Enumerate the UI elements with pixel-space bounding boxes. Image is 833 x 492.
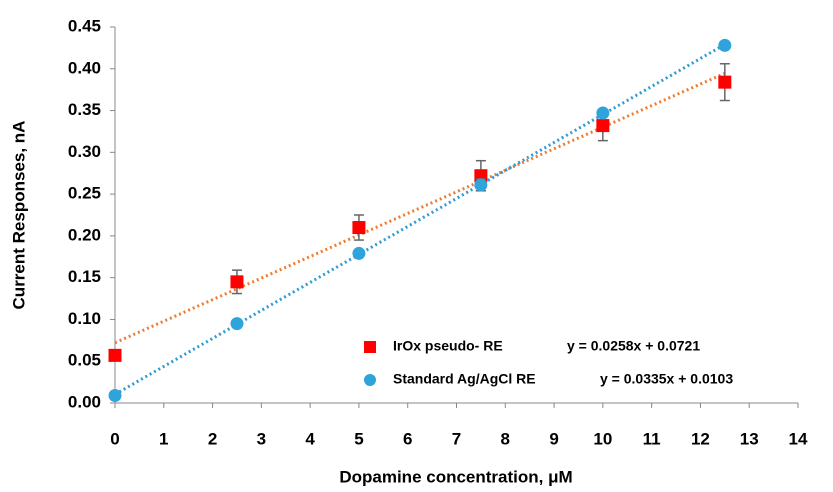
y-tick-label: 0.05: [68, 351, 101, 370]
legend-label: IrOx pseudo- RE: [393, 338, 503, 354]
trendline-equation: y = 0.0335x + 0.0103: [600, 371, 733, 387]
x-tick-label: 12: [691, 429, 710, 448]
marker: [352, 221, 366, 235]
trendline-equation: y = 0.0258x + 0.0721: [567, 338, 700, 354]
x-tick-label: 8: [501, 429, 510, 448]
trendline: [114, 43, 726, 396]
y-tick-label: 0.15: [68, 267, 101, 286]
y-tick-label: 0.00: [68, 392, 101, 411]
x-tick-label: 1: [159, 429, 168, 448]
x-tick-label: 3: [257, 429, 266, 448]
legend-marker: [364, 341, 376, 353]
x-tick-label: 6: [403, 429, 412, 448]
y-axis-title: Current Responses, nA: [9, 121, 28, 310]
x-tick-label: 5: [354, 429, 363, 448]
x-tick-label: 10: [593, 429, 612, 448]
marker: [108, 388, 122, 402]
x-tick-label: 11: [643, 429, 661, 448]
x-tick-label: 7: [452, 429, 461, 448]
marker: [352, 246, 366, 260]
x-tick-label: 0: [110, 429, 119, 448]
y-tick-label: 0.30: [68, 142, 101, 161]
marker: [596, 106, 610, 120]
marker: [596, 119, 610, 133]
legend-label: Standard Ag/AgCl RE: [393, 371, 536, 387]
x-tick-label: 14: [789, 429, 808, 448]
marker: [230, 275, 244, 289]
marker: [718, 75, 732, 89]
marker: [230, 317, 244, 331]
trendline: [114, 71, 726, 345]
x-tick-label: 9: [549, 429, 558, 448]
marker: [108, 348, 122, 362]
y-tick-label: 0.45: [68, 16, 101, 35]
y-tick-label: 0.40: [68, 58, 101, 77]
y-tick-label: 0.20: [68, 225, 101, 244]
x-tick-label: 13: [740, 429, 759, 448]
marker: [474, 178, 488, 192]
x-axis-title: Dopamine concentration, μM: [339, 467, 572, 486]
y-tick-label: 0.10: [68, 309, 101, 328]
y-tick-label: 0.25: [68, 184, 101, 203]
x-tick-label: 2: [208, 429, 217, 448]
legend-marker: [364, 374, 376, 386]
y-tick-label: 0.35: [68, 100, 101, 119]
x-tick-label: 4: [305, 429, 315, 448]
marker: [718, 38, 732, 52]
